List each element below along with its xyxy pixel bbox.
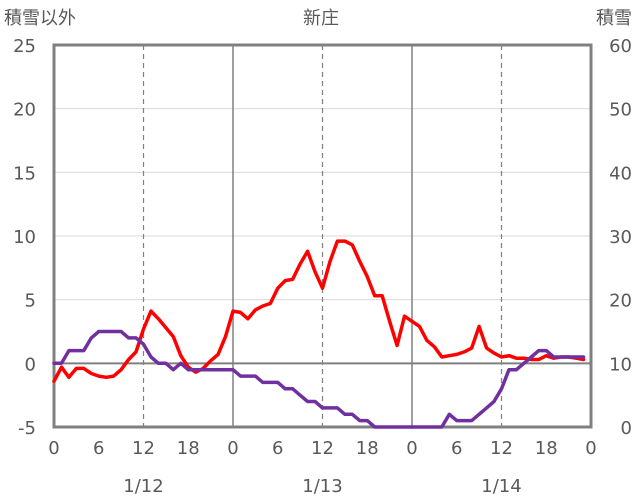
x-tick-label: 0 (227, 438, 238, 459)
x-tick-label: 12 (132, 438, 155, 459)
x-tick-label: 12 (490, 438, 513, 459)
series-line-1 (52, 239, 586, 383)
left-tick-label: 10 (13, 227, 36, 248)
right-tick-label: 50 (609, 100, 632, 121)
series-layer (52, 239, 586, 429)
x-tick-label: 18 (177, 438, 200, 459)
x-tick-label: 18 (535, 438, 558, 459)
right-tick-label: 10 (609, 354, 632, 375)
date-label: 1/12 (123, 476, 163, 497)
x-tick-label: 12 (311, 438, 334, 459)
right-tick-label: 30 (609, 227, 632, 248)
x-tick-label: 6 (272, 438, 283, 459)
right-tick-label: 0 (621, 418, 632, 439)
right-tick-label: 20 (609, 291, 632, 312)
x-tick-label: 0 (48, 438, 59, 459)
series-line-2 (52, 329, 586, 429)
date-label: 1/13 (302, 476, 342, 497)
left-tick-label: 25 (13, 36, 36, 57)
x-tick-label: 6 (93, 438, 104, 459)
plot-area-frame (52, 43, 593, 429)
left-tick-label: 20 (13, 100, 36, 121)
right-axis-label: 積雪 (596, 8, 632, 29)
x-tick-label: 0 (406, 438, 417, 459)
chart-title: 新庄 (303, 8, 339, 29)
left-axis-label: 積雪以外 (4, 8, 76, 29)
grid (54, 44, 591, 428)
x-tick-label: 0 (585, 438, 596, 459)
left-tick-label: -5 (18, 418, 36, 439)
x-tick-label: 18 (356, 438, 379, 459)
x-tick-label: 6 (451, 438, 462, 459)
left-tick-label: 0 (25, 354, 36, 375)
date-label: 1/14 (481, 476, 521, 497)
left-tick-label: 5 (25, 291, 36, 312)
left-tick-label: 15 (13, 163, 36, 184)
right-tick-label: 40 (609, 163, 632, 184)
right-tick-label: 60 (609, 36, 632, 57)
